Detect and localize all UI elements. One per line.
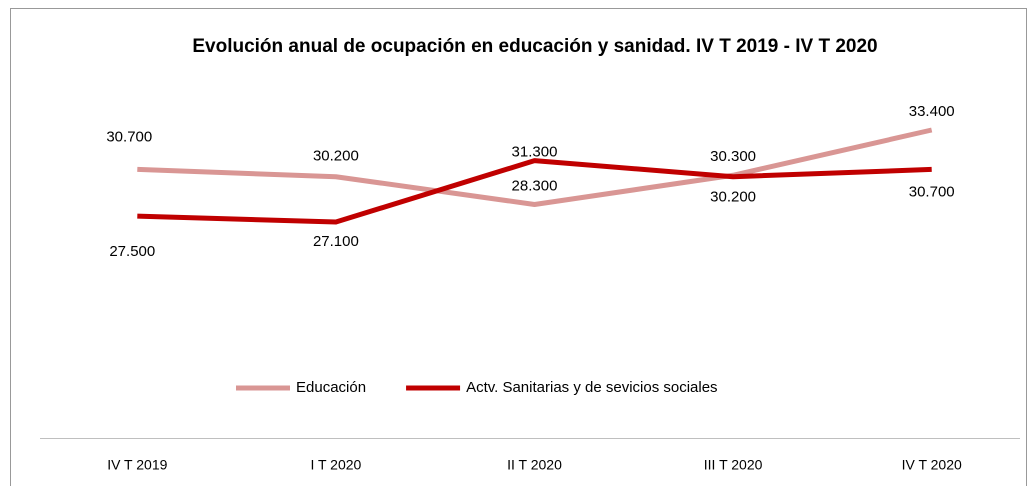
legend-label: Educación: [296, 379, 366, 396]
data-label: 30.200: [710, 189, 756, 206]
series-line: [137, 127, 933, 207]
x-tick-label: II T 2020: [507, 457, 562, 473]
data-label: 33.400: [909, 103, 955, 120]
data-label: 27.500: [109, 243, 155, 260]
x-tick-label: IV T 2019: [107, 457, 167, 473]
data-label: 31.300: [512, 144, 558, 161]
series-line: [137, 158, 932, 225]
x-tick-label: III T 2020: [704, 457, 763, 473]
x-tick-label: I T 2020: [310, 457, 361, 473]
data-label: 27.100: [313, 233, 359, 250]
data-label: 30.200: [313, 148, 359, 165]
chart-title: Evolución anual de ocupación en educació…: [192, 36, 877, 57]
chart-frame: [10, 8, 1027, 486]
legend-label: Actv. Sanitarias y de sevicios sociales: [466, 379, 718, 396]
data-label: 30.300: [710, 148, 756, 165]
data-label: 28.300: [512, 177, 558, 194]
data-label: 30.700: [909, 183, 955, 200]
data-label: 30.700: [106, 128, 152, 145]
x-tick-label: IV T 2020: [902, 457, 962, 473]
